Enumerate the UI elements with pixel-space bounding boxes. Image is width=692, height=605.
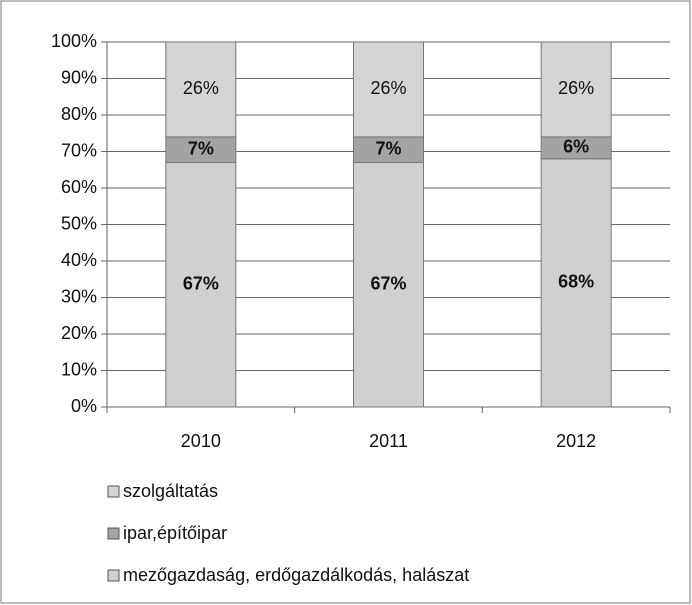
data-label: 68% [558,272,594,292]
data-label: 26% [183,78,219,98]
y-tick-label: 90% [61,67,97,87]
y-tick-label: 60% [61,177,97,197]
legend-swatch [107,485,120,498]
legend-label: mezőgazdaság, erdőgazdálkodás, halászat [123,565,469,585]
legend-label: szolgáltatás [123,481,218,501]
x-tick-label: 2010 [181,431,221,451]
x-tick-label: 2011 [369,431,408,451]
data-label: 26% [558,78,594,98]
y-tick-label: 80% [61,104,97,124]
bar-segment [353,41,424,138]
y-tick-label: 20% [61,323,97,343]
data-label: 26% [370,78,406,98]
y-tick-label: 100% [51,31,97,51]
data-label: 7% [188,138,214,158]
y-tick-label: 40% [61,250,97,270]
legend-swatch [107,569,120,582]
data-label: 7% [375,138,401,158]
legend-swatch [107,527,120,540]
data-label: 67% [370,273,406,293]
y-tick-label: 10% [61,359,97,379]
bar-segment [165,161,237,408]
x-tick-label: 2012 [556,431,596,451]
y-tick-label: 30% [61,286,97,306]
bar-segment [540,158,612,408]
bar-segment [540,41,612,138]
legend-label: ipar,építőipar [123,523,227,543]
y-tick-label: 70% [61,140,97,160]
data-label: 67% [183,273,219,293]
bar-segment [165,136,237,163]
y-tick-label: 50% [61,213,97,233]
y-tick-label: 0% [71,396,97,416]
bar-segment [353,161,424,408]
bar-segment [165,41,237,138]
data-label: 6% [563,137,589,157]
